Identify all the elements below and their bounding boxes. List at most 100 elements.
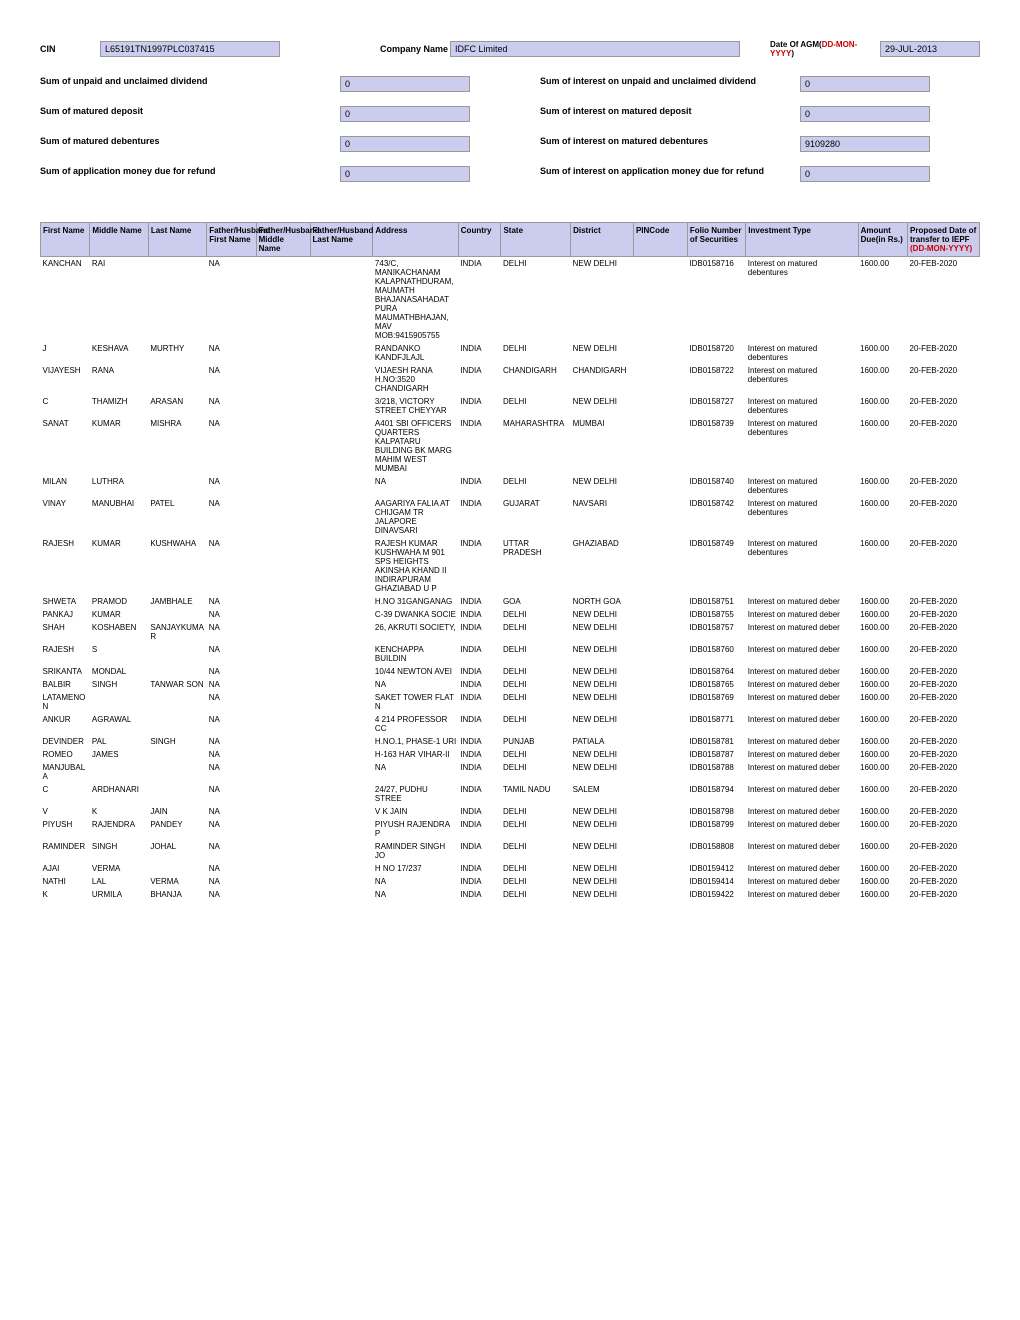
cell: 20-FEB-2020 [908, 875, 980, 888]
cell: GHAZIABAD [571, 537, 634, 595]
cell: IDB0158788 [687, 761, 745, 783]
cell: INDIA [458, 257, 501, 343]
cell: 743/C, MANIKACHANAM KALAPNATHDURAM, MAUM… [373, 257, 458, 343]
cell: RAMINDER SINGH JO [373, 840, 458, 862]
cell: NA [207, 497, 256, 537]
cell: NA [207, 783, 256, 805]
cell: INDIA [458, 761, 501, 783]
cell: NEW DELHI [571, 862, 634, 875]
sum-label: Sum of interest on matured debentures [540, 136, 800, 152]
cell [310, 342, 373, 364]
cell [633, 364, 687, 395]
cell: 1600.00 [858, 748, 907, 761]
cell: IDB0158808 [687, 840, 745, 862]
cell [148, 475, 206, 497]
cell: ROMEO [41, 748, 90, 761]
cell: Interest on matured deber [746, 713, 858, 735]
table-row: CARDHANARINA24/27, PUDHU STREEINDIATAMIL… [41, 783, 980, 805]
cell: 1600.00 [858, 257, 907, 343]
cell [310, 888, 373, 901]
col-inv-type: Investment Type [746, 223, 858, 257]
cell: Interest on matured deber [746, 888, 858, 901]
cell: NAVSARI [571, 497, 634, 537]
cell: DELHI [501, 818, 571, 840]
cell: Interest on matured deber [746, 665, 858, 678]
cell: 20-FEB-2020 [908, 537, 980, 595]
cell: 1600.00 [858, 713, 907, 735]
cell: H.NO 31GANGANAG [373, 595, 458, 608]
cell: RANDANKO KANDFJLAJL [373, 342, 458, 364]
cell: 1600.00 [858, 608, 907, 621]
cell: IDB0158799 [687, 818, 745, 840]
cell: PRAMOD [90, 595, 148, 608]
cell: INDIA [458, 342, 501, 364]
cell [633, 783, 687, 805]
cell [256, 257, 310, 343]
cell: IDB0158760 [687, 643, 745, 665]
cell: 20-FEB-2020 [908, 395, 980, 417]
cell: Interest on matured deber [746, 608, 858, 621]
sum-value: 0 [800, 166, 930, 182]
cell: 20-FEB-2020 [908, 342, 980, 364]
cell [310, 595, 373, 608]
table-row: KANCHANRAINA743/C, MANIKACHANAM KALAPNAT… [41, 257, 980, 343]
cell: NA [207, 608, 256, 621]
cell [310, 691, 373, 713]
cell: RAMINDER [41, 840, 90, 862]
cell: V [41, 805, 90, 818]
col-middle: Middle Name [90, 223, 148, 257]
table-row: MANJUBALANANAINDIADELHINEW DELHIIDB01587… [41, 761, 980, 783]
cell: NEW DELHI [571, 608, 634, 621]
cell: ARASAN [148, 395, 206, 417]
col-folio: Folio Number of Securities [687, 223, 745, 257]
col-fh-middle: Father/Husband Middle Name [256, 223, 310, 257]
table-row: SHWETAPRAMODJAMBHALENAH.NO 31GANGANAGIND… [41, 595, 980, 608]
cell: 1600.00 [858, 537, 907, 595]
cell: VIJAYESH [41, 364, 90, 395]
cell [633, 417, 687, 475]
cell: NA [373, 678, 458, 691]
cell: NA [207, 364, 256, 395]
cell [256, 818, 310, 840]
cell: IDB0158757 [687, 621, 745, 643]
cell: 20-FEB-2020 [908, 364, 980, 395]
cell: 1600.00 [858, 783, 907, 805]
cell: NA [207, 417, 256, 475]
col-country: Country [458, 223, 501, 257]
cell: SANJAYKUMAR [148, 621, 206, 643]
cell: H-163 HAR VIHAR-II [373, 748, 458, 761]
col-last: Last Name [148, 223, 206, 257]
cell: IDB0158722 [687, 364, 745, 395]
cell [256, 395, 310, 417]
cell [633, 862, 687, 875]
cell [310, 862, 373, 875]
cell: INDIA [458, 748, 501, 761]
cell [310, 713, 373, 735]
sum-value: 0 [340, 76, 470, 92]
cell: 20-FEB-2020 [908, 257, 980, 343]
cell [633, 875, 687, 888]
cell: JOHAL [148, 840, 206, 862]
cell: IDB0158755 [687, 608, 745, 621]
sum-label: Sum of application money due for refund [40, 166, 340, 182]
cell [310, 735, 373, 748]
cell: 1600.00 [858, 665, 907, 678]
cell: 1600.00 [858, 342, 907, 364]
cin-label: CIN [40, 44, 100, 54]
cell: JAMES [90, 748, 148, 761]
col-fh-last: Father/Husband Last Name [310, 223, 373, 257]
cell [90, 691, 148, 713]
cell: Interest on matured deber [746, 621, 858, 643]
cell: AJAI [41, 862, 90, 875]
cell [310, 537, 373, 595]
cell [310, 417, 373, 475]
table-row: BALBIRSINGHTANWAR SONNANAINDIADELHINEW D… [41, 678, 980, 691]
cell [148, 713, 206, 735]
table-row: SANATKUMARMISHRANAA401 SBI OFFICERS QUAR… [41, 417, 980, 475]
cell: 20-FEB-2020 [908, 417, 980, 475]
cell: 1600.00 [858, 678, 907, 691]
table-row: RAJESHKUMARKUSHWAHANARAJESH KUMAR KUSHWA… [41, 537, 980, 595]
sum-label: Sum of interest on matured deposit [540, 106, 800, 122]
cell: INDIA [458, 875, 501, 888]
sum-value: 0 [340, 136, 470, 152]
